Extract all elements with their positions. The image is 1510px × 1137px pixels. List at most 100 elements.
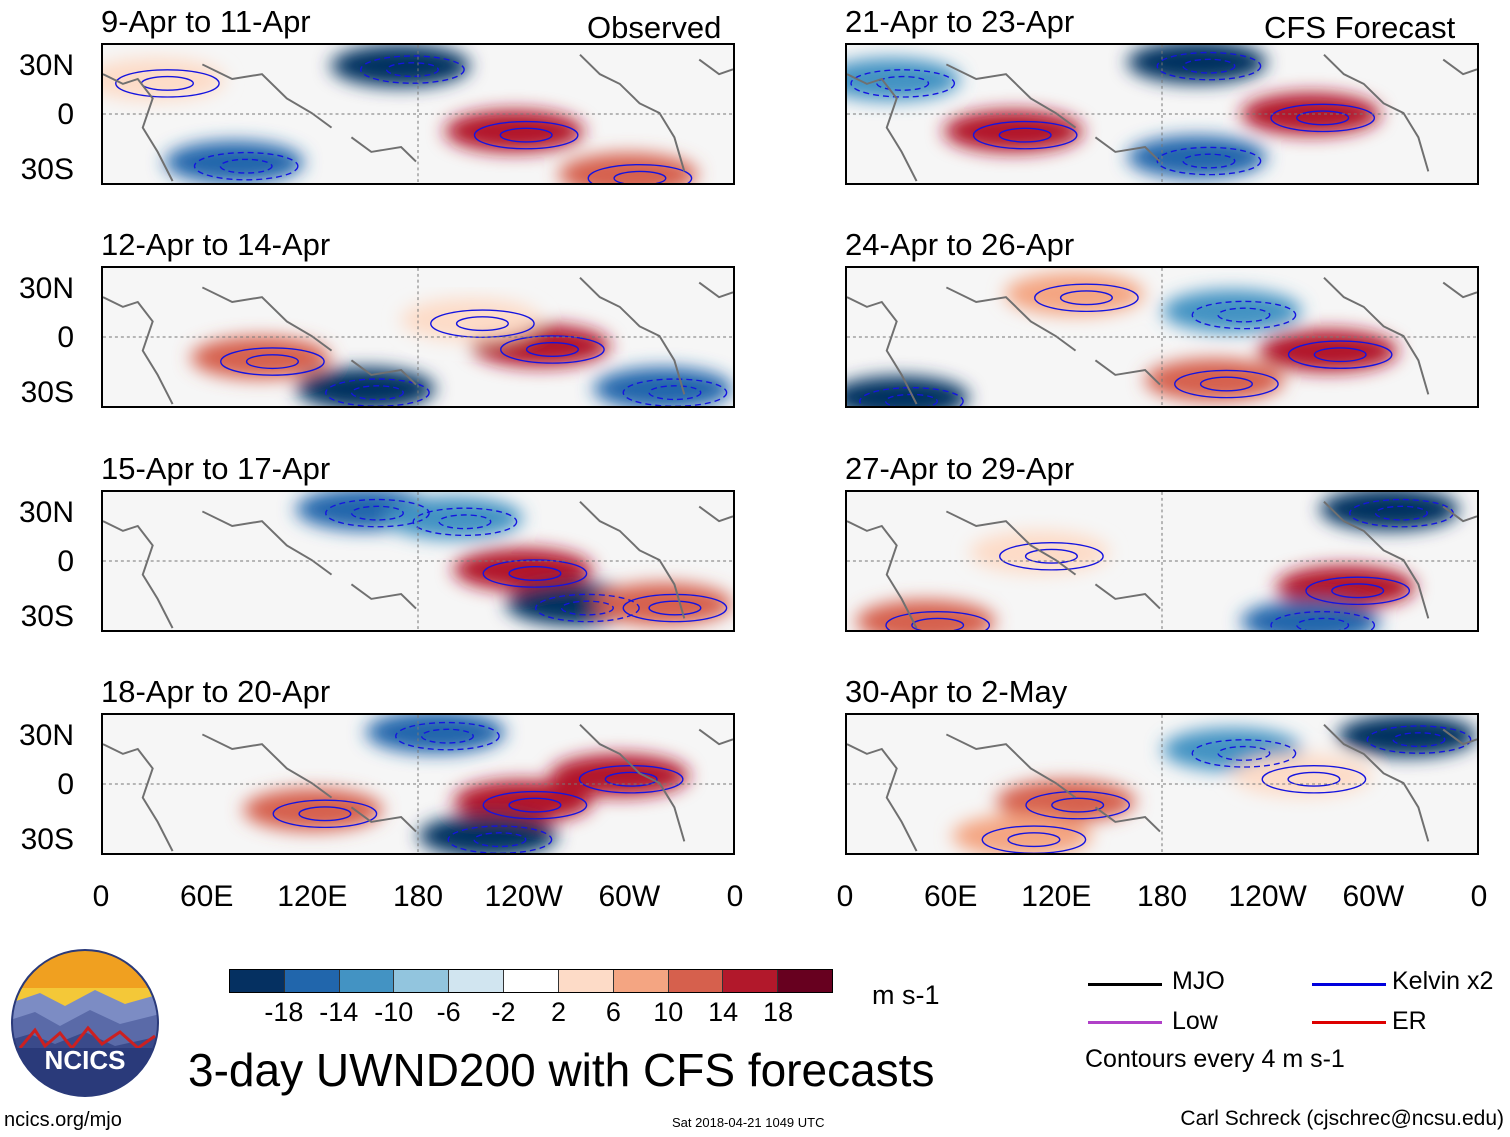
anomaly-feature — [1337, 715, 1477, 758]
anomaly-feature — [330, 45, 471, 88]
anomaly-feature — [1127, 45, 1267, 84]
kelvin-contour — [350, 505, 404, 521]
kelvin-contour — [455, 316, 509, 332]
header-observed: Observed — [587, 10, 722, 45]
kelvin-contour — [1051, 797, 1105, 813]
kelvin-contour — [499, 127, 553, 143]
kelvin-contour — [1305, 576, 1411, 606]
anomaly-feature — [558, 153, 698, 183]
colorbar-swatch — [558, 970, 614, 992]
kelvin-contour — [395, 721, 500, 751]
kelvin-contour — [508, 566, 562, 581]
x-tick-label: 60W — [1342, 880, 1405, 913]
anomaly-feature — [1162, 289, 1302, 333]
kelvin-contour — [535, 593, 640, 623]
kelvin-contour — [613, 170, 667, 183]
kelvin-contour — [298, 806, 352, 822]
x-tick-label: 180 — [392, 880, 444, 913]
kelvin-contour — [1182, 58, 1236, 74]
kelvin-contour — [1261, 764, 1367, 794]
kelvin-contour — [622, 378, 728, 406]
y-tick-label: 30S — [20, 376, 74, 409]
kelvin-contour — [885, 610, 991, 630]
colorbar-tick-label: 14 — [708, 997, 739, 1027]
colorbar-swatch — [723, 970, 779, 992]
colorbar-swatch — [613, 970, 669, 992]
kelvin-contour — [447, 825, 553, 853]
map-panel — [845, 266, 1479, 408]
colorbar-tick-label: -18 — [264, 997, 304, 1027]
kelvin-contour — [1270, 103, 1376, 133]
map-svg — [103, 715, 733, 853]
header-forecast: CFS Forecast — [1264, 10, 1456, 45]
kelvin-contour — [245, 354, 299, 370]
panel-title: 15-Apr to 17-Apr — [101, 451, 331, 486]
kelvin-contour — [1024, 548, 1078, 564]
kelvin-contour — [193, 151, 299, 181]
anomaly-feature — [1319, 492, 1460, 531]
map-panel — [101, 43, 735, 185]
x-tick-label: 180 — [1136, 880, 1188, 913]
kelvin-contour — [1366, 725, 1472, 754]
anomaly-feature — [593, 582, 733, 626]
footer-timestamp: Sat 2018-04-21 1049 UTC — [672, 1115, 825, 1130]
kelvin-contour — [850, 69, 956, 98]
x-tick-label: 60E — [923, 880, 978, 913]
kelvin-contour — [1217, 307, 1271, 323]
anomaly-feature — [1241, 600, 1381, 630]
contour-note: Contours every 4 m s-1 — [1085, 1045, 1345, 1073]
kelvin-contour — [430, 309, 535, 338]
colorbar-swatch — [230, 970, 285, 992]
kelvin-contour — [1025, 790, 1131, 820]
y-tick-label: 0 — [57, 321, 74, 354]
map-panel — [845, 490, 1479, 632]
colorbar-swatch — [504, 970, 559, 992]
map-svg — [103, 268, 733, 406]
kelvin-contour — [1182, 153, 1236, 169]
y-tick-label: 0 — [57, 545, 74, 578]
kelvin-contour — [500, 335, 605, 364]
colorbar-swatch — [668, 970, 724, 992]
kelvin-contour — [1174, 369, 1279, 399]
kelvin-contour — [998, 127, 1052, 143]
kelvin-contour — [1287, 771, 1341, 787]
x-tick-label: 120W — [1228, 880, 1307, 913]
map-panel — [845, 43, 1479, 185]
anomaly-feature — [164, 140, 304, 183]
y-tick-label: 30N — [18, 719, 74, 752]
panel-title: 21-Apr to 23-Apr — [845, 4, 1075, 39]
kelvin-contour — [325, 498, 430, 528]
legend-kelvin-label: Kelvin x2 — [1392, 967, 1494, 995]
y-tick-label: 0 — [57, 98, 74, 131]
map-svg — [847, 492, 1477, 630]
map-svg — [103, 492, 733, 630]
kelvin-contour — [1191, 300, 1297, 330]
kelvin-contour — [1313, 347, 1367, 363]
kelvin-contour — [220, 347, 325, 376]
map-svg — [847, 715, 1477, 853]
kelvin-contour — [482, 790, 588, 820]
kelvin-contour — [911, 617, 965, 630]
kelvin-contour — [1034, 283, 1139, 313]
kelvin-contour — [1156, 146, 1262, 176]
anomaly-feature — [444, 109, 584, 153]
map-panel — [845, 713, 1479, 855]
y-tick-label: 30N — [18, 49, 74, 82]
anomaly-feature — [1232, 753, 1372, 797]
y-tick-label: 0 — [57, 768, 74, 801]
colorbar-tick-label: -6 — [436, 997, 461, 1027]
legend-kelvin-line — [1312, 983, 1386, 986]
kelvin-contour — [325, 378, 430, 406]
legend-er-line — [1312, 1021, 1386, 1024]
panel-title: 9-Apr to 11-Apr — [101, 4, 311, 39]
colorbar-swatch — [449, 970, 505, 992]
coastline — [103, 54, 733, 182]
kelvin-contour — [622, 593, 728, 623]
panel-title: 27-Apr to 29-Apr — [845, 451, 1075, 486]
kelvin-contour — [1392, 732, 1446, 748]
coastline — [103, 277, 733, 405]
kelvin-contour — [1059, 290, 1113, 306]
panel-title: 12-Apr to 14-Apr — [101, 227, 331, 262]
kelvin-contour — [587, 163, 693, 183]
kelvin-contour — [350, 385, 404, 401]
